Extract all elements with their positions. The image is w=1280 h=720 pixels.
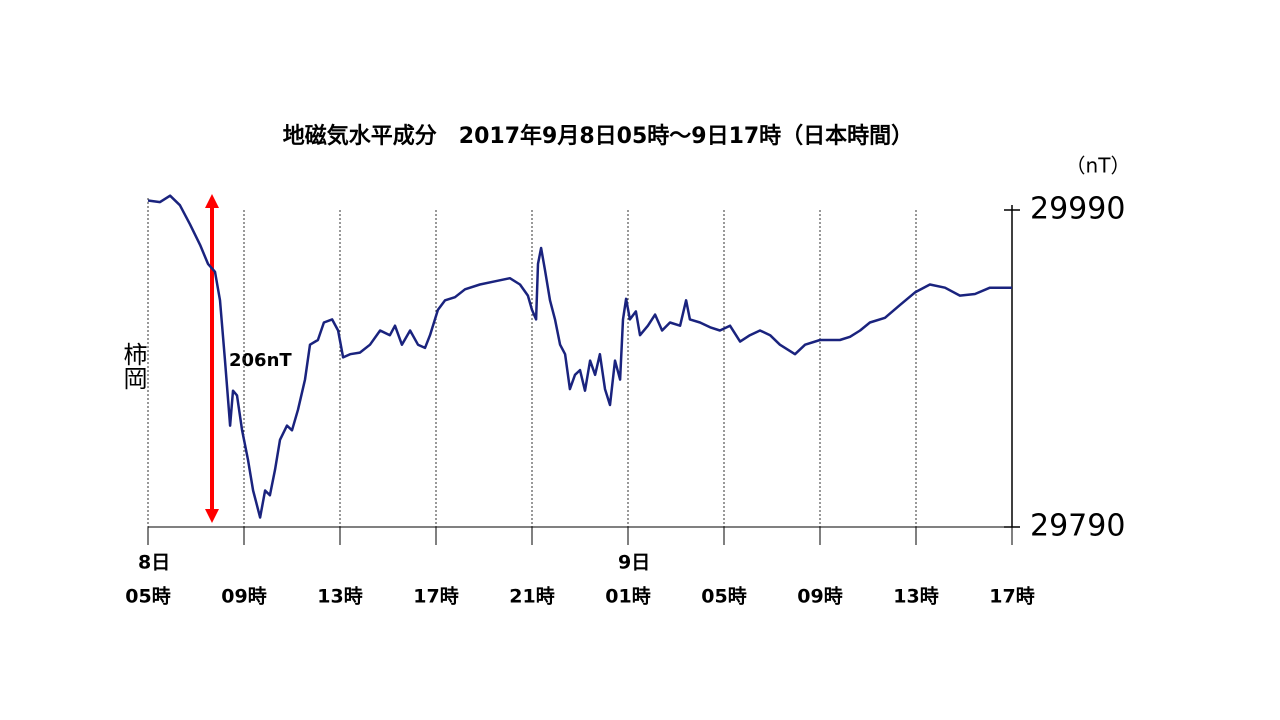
x-tick-label: 21時: [509, 586, 554, 608]
x-tick-label: 05時: [701, 586, 746, 608]
arrow: [205, 194, 219, 523]
annotation: 206nT: [229, 350, 292, 371]
x-tick-label: 17時: [413, 586, 458, 608]
y-tick-label: 29790: [1030, 509, 1125, 544]
date-label: 9日: [618, 552, 650, 574]
date-label: 8日: [138, 552, 170, 574]
x-tick-label: 01時: [605, 586, 650, 608]
data-line: [147, 194, 1012, 519]
x-tick-label: 13時: [893, 586, 938, 608]
x-tick-label: 13時: [317, 586, 362, 608]
chart-title: 地磁気水平成分 2017年9月8日05時～9日17時（日本時間）: [283, 123, 913, 149]
x-tick-label: 09時: [797, 586, 842, 608]
x-tick-label: 09時: [221, 586, 266, 608]
x-tick-label: 05時: [125, 586, 170, 608]
station-label: 柿岡: [119, 342, 147, 390]
y-tick-label: 29990: [1030, 192, 1125, 227]
unit-label: （nT）: [1066, 154, 1131, 178]
x-tick-label: 17時: [989, 586, 1034, 608]
